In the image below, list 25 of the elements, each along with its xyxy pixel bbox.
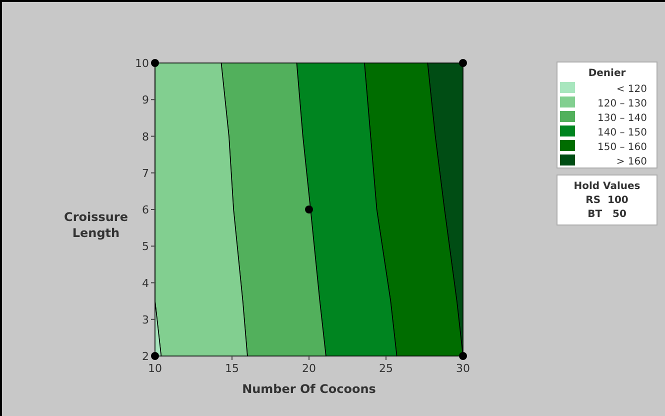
- y-tick-label: 8: [142, 130, 149, 144]
- y-tick-label: 5: [142, 240, 149, 254]
- legend-title: Denier: [588, 68, 626, 79]
- legend-label: 140 – 150: [597, 128, 647, 138]
- y-tick-label: 9: [142, 94, 149, 107]
- legend-label: 130 – 140: [597, 113, 647, 124]
- y-tick-label: 6: [142, 204, 149, 216]
- text: BT 50: [588, 209, 626, 220]
- x-tick-label: 20: [302, 362, 316, 375]
- y-tick-label: 7: [142, 166, 149, 180]
- text: < 120: [616, 84, 647, 95]
- text: Hold Values: [574, 181, 640, 192]
- y-axis-title: Croissure Length: [64, 210, 128, 240]
- x-tick-label: 30: [456, 362, 470, 375]
- x-tick-label: 25: [379, 362, 393, 375]
- text: RS 100: [586, 195, 628, 206]
- y-tick-label: 10: [135, 57, 149, 70]
- x-axis-title: Number Of Cocoons: [242, 382, 376, 396]
- x-tick-label: 15: [225, 362, 239, 375]
- y-tick-label: 2: [142, 350, 149, 363]
- y-tick-label: 4: [142, 276, 149, 290]
- text: > 160: [616, 156, 647, 168]
- text: 120 – 130: [597, 98, 647, 110]
- y-tick-label: 3: [142, 313, 149, 326]
- legend-label: 150 – 160: [597, 142, 647, 153]
